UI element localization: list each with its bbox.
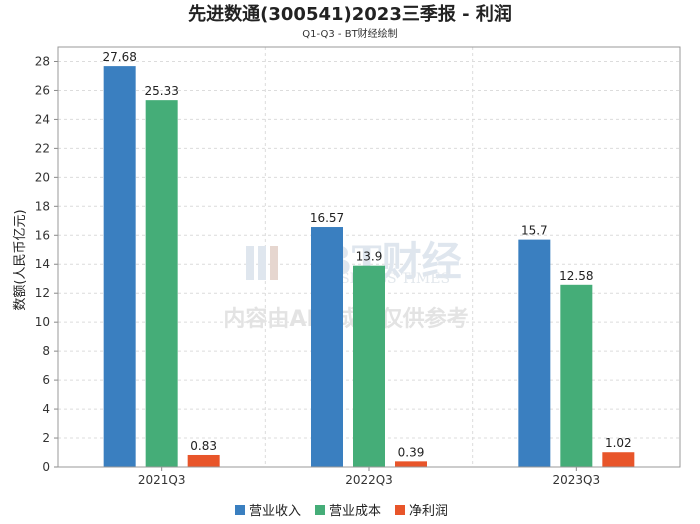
bar <box>311 227 343 467</box>
bar <box>187 454 220 467</box>
y-axis-label: 数额(人民币亿元) <box>13 209 28 310</box>
data-label: 1.02 <box>605 436 632 450</box>
bar <box>518 239 551 467</box>
legend-label: 营业成本 <box>329 504 381 519</box>
x-tick-labels: 2021Q3 2022Q3 2023Q3 <box>138 473 600 487</box>
y-tick-label: 18 <box>35 199 50 213</box>
chart-title: 先进数通(300541)2023三季报 - 利润 <box>188 3 512 25</box>
data-label: 15.7 <box>521 224 548 238</box>
y-tick-label: 22 <box>35 141 50 155</box>
chart-subtitle: Q1-Q3 - BT财经绘制 <box>302 27 397 40</box>
y-tick-label: 16 <box>35 228 50 242</box>
bar <box>145 100 178 467</box>
y-tick-label: 0 <box>42 460 50 474</box>
legend-label: 净利润 <box>409 504 448 519</box>
axes <box>57 46 681 468</box>
bar <box>395 461 427 467</box>
legend-swatch <box>315 505 325 515</box>
legend-label: 营业收入 <box>249 504 301 519</box>
y-tick-label: 20 <box>35 170 50 184</box>
bars <box>103 66 635 467</box>
bar <box>353 265 385 467</box>
data-label: 12.58 <box>559 269 593 283</box>
bt-logo-icon <box>246 246 278 280</box>
data-label: 25.33 <box>144 84 178 98</box>
data-labels: 27.68 16.57 15.7 25.33 13.9 12.58 0.83 0.39 1.02 <box>102 50 631 459</box>
data-label: 13.9 <box>356 250 383 264</box>
data-label: 16.57 <box>310 211 344 225</box>
x-tick-label: 2021Q3 <box>138 473 186 487</box>
x-tick-label: 2023Q3 <box>553 473 601 487</box>
data-label: 27.68 <box>102 50 136 64</box>
data-label: 0.83 <box>190 439 217 453</box>
y-tick-label: 28 <box>35 54 50 68</box>
legend: 营业收入 营业成本 净利润 <box>235 504 448 519</box>
y-tick-label: 4 <box>42 402 50 416</box>
bar <box>560 284 593 467</box>
y-tick-label: 6 <box>42 373 50 387</box>
watermark-notice: 内容由AI生成，仅供参考 <box>223 306 468 332</box>
x-tick-label: 2022Q3 <box>345 473 393 487</box>
bar <box>103 66 136 467</box>
plot-frame <box>57 46 681 468</box>
bar <box>602 452 635 467</box>
legend-swatch <box>235 505 245 515</box>
y-tick-label: 2 <box>42 431 50 445</box>
legend-swatch <box>395 505 405 515</box>
y-tick-label: 8 <box>42 344 50 358</box>
y-tick-label: 14 <box>35 257 50 271</box>
y-tick-label: 12 <box>35 286 50 300</box>
y-tick-label: 24 <box>35 112 50 126</box>
y-tick-label: 10 <box>35 315 50 329</box>
watermark: BT财经 BUSINESS TIMES 内容由AI生成，仅供参考 <box>223 238 468 332</box>
y-tick-label: 26 <box>35 83 50 97</box>
data-label: 0.39 <box>398 445 425 459</box>
